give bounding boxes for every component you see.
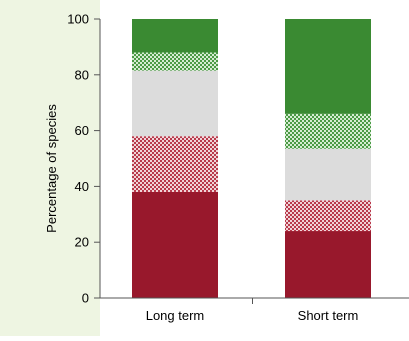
x-tick-label-2: Short term	[298, 308, 359, 323]
y-axis-label: Percentage of species	[44, 104, 59, 233]
y-tick-label-100: 100	[67, 12, 89, 27]
y-tick-label-80: 80	[75, 67, 89, 82]
bar-segment-1-4	[132, 52, 218, 71]
bars-group	[132, 19, 371, 298]
x-tick-label-1: Long term	[146, 308, 205, 323]
axes-group: 0 20 40 60 80 100 Long term Short term	[67, 12, 409, 323]
bar-segment-1-3	[132, 70, 218, 137]
bar-segment-2-1	[285, 231, 371, 298]
y-tick-label-60: 60	[75, 123, 89, 138]
bar-segment-2-2	[285, 200, 371, 232]
bar-segment-1-2	[132, 136, 218, 192]
bar-segment-2-4	[285, 113, 371, 149]
y-tick-label-0: 0	[82, 291, 89, 306]
y-tick-label-20: 20	[75, 235, 89, 250]
bar-segment-2-5	[285, 19, 371, 114]
y-tick-label-40: 40	[75, 179, 89, 194]
bar-segment-2-3	[285, 148, 371, 201]
bar-segment-1-5	[132, 19, 218, 53]
bar-segment-1-1	[132, 191, 218, 298]
